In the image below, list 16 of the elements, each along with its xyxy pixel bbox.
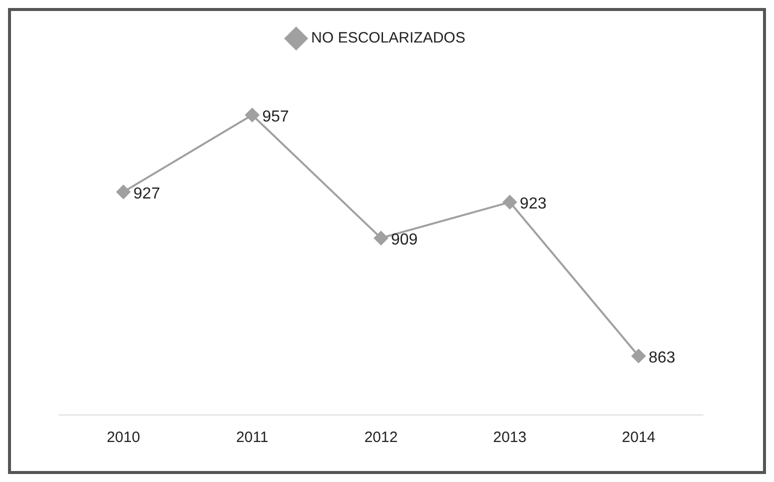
x-tick-label: 2012 <box>364 429 398 446</box>
point <box>245 108 260 122</box>
x-tick-label: 2011 <box>236 429 268 446</box>
x-tick-label: 2010 <box>106 429 140 446</box>
data-label: 863 <box>648 349 676 366</box>
point <box>502 195 517 210</box>
point <box>374 231 388 246</box>
data-label: 927 <box>133 185 160 202</box>
point <box>116 184 130 199</box>
x-tick-label: 2014 <box>622 429 656 446</box>
data-label: 923 <box>520 196 547 213</box>
data-label: 909 <box>391 231 418 248</box>
x-tick-label: 2013 <box>493 429 526 446</box>
legend-label: NO ESCOLARIZADOS <box>311 30 466 47</box>
data-label: 957 <box>262 108 289 126</box>
point <box>632 349 646 364</box>
